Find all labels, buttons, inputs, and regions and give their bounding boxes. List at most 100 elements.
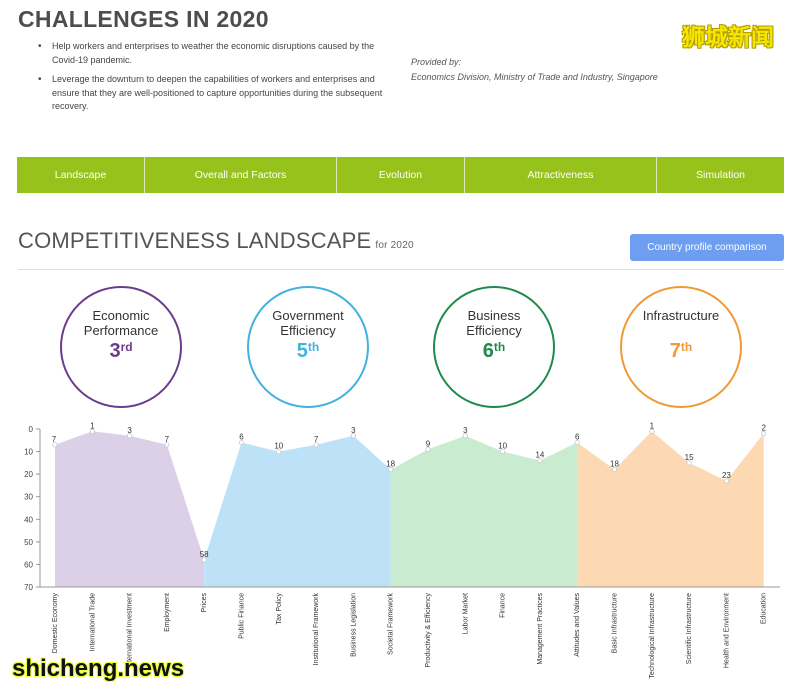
x-tick-label: Tax Policy [276, 593, 283, 625]
data-point [388, 467, 394, 473]
data-label: 23 [722, 471, 731, 480]
x-tick-label: Scientific Infrastructure [686, 593, 693, 664]
data-point [238, 439, 245, 446]
x-tick-label: Prices [201, 593, 208, 613]
data-point [164, 442, 170, 448]
y-tick-label: 50 [24, 538, 33, 547]
watermark-logo: 狮城新闻 [682, 25, 774, 51]
data-label: 14 [535, 451, 544, 460]
data-label: 7 [314, 435, 319, 444]
factor-circle-business-efficiency[interactable]: Business Efficiency 6th [433, 286, 555, 408]
data-point [723, 478, 730, 484]
factor-name: Government Efficiency [272, 308, 344, 338]
factor-rank-suffix: th [307, 340, 320, 354]
x-tick-label: Institutional Framework [313, 593, 320, 666]
x-tick-label: Management Practices [537, 593, 544, 665]
challenge-item: Leverage the downturn to deepen the capa… [36, 73, 396, 114]
x-tick-label: Basic Infrastructure [612, 593, 619, 653]
section-title-text: COMPETITIVENESS LANDSCAPE [18, 228, 372, 253]
tab-simulation[interactable]: Simulation [695, 169, 746, 181]
x-tick-label: Technological Infrastructure [649, 593, 656, 679]
factor-rank-suffix: th [493, 340, 506, 354]
challenge-item: Help workers and enterprises to weather … [36, 40, 396, 67]
factor-name: Infrastructure [642, 308, 720, 323]
factor-rank-number: 3 [109, 340, 121, 362]
x-tick-label: Labor Market [462, 593, 469, 634]
section-subtitle: for 2020 [375, 240, 414, 251]
challenges-list: Help workers and enterprises to weather … [36, 40, 396, 120]
y-tick-label: 20 [24, 470, 33, 479]
data-label: 10 [274, 442, 283, 451]
x-tick-label: Employment [164, 593, 171, 632]
area-business-efficiency [390, 435, 578, 587]
provided-by-label: Provided by: [411, 57, 462, 67]
tab-attractiveness[interactable]: Attractiveness [465, 157, 657, 193]
y-tick-label: 70 [24, 583, 33, 592]
data-point [761, 430, 767, 437]
x-tick-label: Productivity & Efficiency [425, 593, 432, 668]
factor-rank: 7th [622, 340, 740, 363]
x-tick-label: Societal Framework [388, 593, 395, 655]
data-label: 7 [52, 435, 57, 444]
data-label: 6 [575, 433, 580, 442]
data-point [89, 428, 95, 434]
data-label: 1 [90, 421, 95, 430]
y-tick-label: 40 [24, 515, 33, 524]
data-label: 18 [386, 460, 395, 469]
data-point [127, 433, 133, 439]
data-point [499, 448, 506, 455]
factor-rank-suffix: rd [120, 340, 133, 354]
factor-rank-number: 6 [482, 340, 494, 362]
data-label: 7 [165, 435, 170, 444]
data-point [425, 446, 431, 452]
factor-circle-economic-performance[interactable]: Economic Performance 3rd [60, 286, 182, 408]
page-title: CHALLENGES IN 2020 [18, 6, 269, 32]
data-point [649, 428, 655, 434]
section-title: COMPETITIVENESS LANDSCAPE for 2020 [18, 228, 414, 254]
provided-by-source: Economics Division, Ministry of Trade an… [411, 72, 658, 82]
data-label: 9 [426, 439, 431, 448]
data-point [276, 448, 282, 455]
data-label: 3 [127, 426, 132, 435]
data-point [201, 557, 207, 563]
data-label: 58 [200, 550, 209, 559]
divider [18, 269, 784, 270]
factor-rank-number: 5 [296, 340, 308, 362]
data-point [537, 457, 543, 464]
y-tick-label: 0 [29, 425, 34, 434]
data-point [313, 442, 319, 448]
y-tick-label: 30 [24, 493, 33, 502]
y-tick-label: 60 [24, 560, 33, 569]
data-label: 6 [239, 433, 244, 442]
x-tick-label: International Investment [127, 593, 134, 668]
x-tick-label: International Trade [89, 593, 96, 651]
country-profile-comparison-button[interactable]: Country profile comparison [630, 234, 784, 261]
tab-evolution[interactable]: Evolution [337, 157, 465, 193]
provided-by: Provided by: Economics Division, Ministr… [411, 55, 658, 85]
x-tick-label: Business Legislation [350, 593, 357, 657]
factor-rank: 3rd [62, 340, 180, 363]
data-label: 18 [610, 460, 619, 469]
ranking-area-chart: 0 10 20 30 40 50 60 70 7 Domestic Economy 1 Interna… [24, 421, 780, 679]
x-tick-label: Education [761, 593, 768, 624]
data-label: 10 [498, 442, 507, 451]
x-tick-label: Public Finance [239, 593, 246, 639]
data-label: 15 [685, 453, 694, 462]
factor-rank-number: 7 [669, 340, 681, 362]
data-point [574, 439, 580, 446]
factor-name: Economic Performance [83, 308, 159, 338]
data-point [350, 433, 356, 439]
tab-landscape[interactable]: Landscape [17, 157, 145, 193]
area-economic-performance [55, 431, 205, 587]
nav-tabs: Landscape Overall and Factors Evolution … [17, 157, 784, 193]
x-tick-label: Domestic Economy [52, 593, 59, 654]
tab-overall-and-factors[interactable]: Overall and Factors [145, 157, 337, 193]
factor-circle-government-efficiency[interactable]: Government Efficiency 5th [247, 286, 369, 408]
y-tick-label: 10 [24, 448, 33, 457]
data-point [611, 467, 618, 473]
watermark-text: shicheng.news [12, 655, 185, 682]
factor-circle-infrastructure[interactable]: Infrastructure 7th [620, 286, 742, 408]
data-point [52, 442, 58, 448]
data-label: 3 [351, 426, 356, 435]
x-tick-label: Health and Environment [723, 593, 730, 668]
